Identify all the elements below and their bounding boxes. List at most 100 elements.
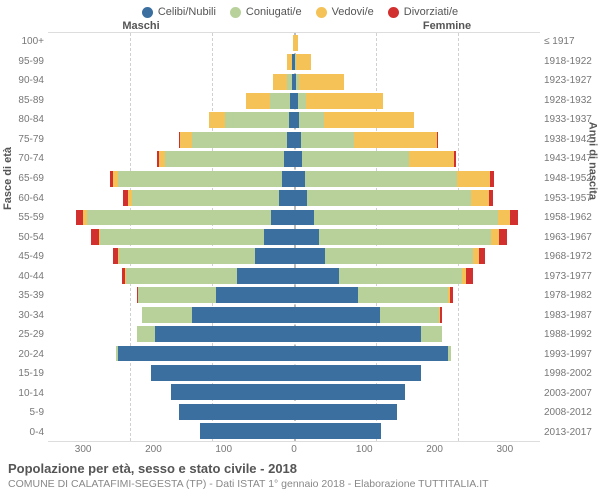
segment: [294, 210, 314, 226]
bar-male: [48, 326, 294, 342]
segment: [200, 423, 294, 439]
segment: [479, 248, 485, 264]
segment: [246, 93, 270, 109]
birth-label: 1963-1967: [540, 227, 600, 247]
birth-label: 1953-1957: [540, 188, 600, 208]
legend-label: Divorziati/e: [404, 6, 458, 18]
birth-label: 2003-2007: [540, 384, 600, 404]
segment: [490, 171, 494, 187]
pyramid-row: [48, 285, 540, 304]
legend-swatch: [316, 7, 327, 18]
segment: [151, 365, 295, 381]
birth-label: 1978-1982: [540, 286, 600, 306]
age-label: 70-74: [0, 149, 48, 169]
segment: [138, 287, 216, 303]
age-label: 15-19: [0, 364, 48, 384]
birth-label: 1923-1927: [540, 71, 600, 91]
bar-female: [294, 229, 540, 245]
age-label: 50-54: [0, 227, 48, 247]
segment: [307, 190, 471, 206]
segment: [294, 229, 319, 245]
legend-item: Divorziati/e: [388, 6, 458, 18]
bar-female: [294, 365, 540, 381]
age-label: 55-59: [0, 208, 48, 228]
segment: [510, 210, 517, 226]
pyramid-row: [48, 305, 540, 324]
pyramid-row: [48, 266, 540, 285]
segment: [132, 190, 280, 206]
legend-label: Coniugati/e: [246, 6, 302, 18]
segment: [137, 326, 155, 342]
age-label: 95-99: [0, 52, 48, 72]
bar-female: [294, 404, 540, 420]
legend-label: Vedovi/e: [332, 6, 374, 18]
segment: [118, 346, 294, 362]
birth-label: 1988-1992: [540, 325, 600, 345]
legend-item: Celibi/Nubili: [142, 6, 216, 18]
age-label: 80-84: [0, 110, 48, 130]
segment: [302, 151, 409, 167]
age-label: 25-29: [0, 325, 48, 345]
segment: [325, 248, 473, 264]
pyramid-row: [48, 402, 540, 421]
bar-female: [294, 74, 540, 90]
segment: [294, 384, 405, 400]
segment: [294, 190, 307, 206]
age-label: 20-24: [0, 345, 48, 365]
bar-male: [48, 248, 294, 264]
birth-label: 1948-1952: [540, 169, 600, 189]
legend-swatch: [142, 7, 153, 18]
segment: [339, 268, 462, 284]
bar-female: [294, 112, 540, 128]
birth-label: 2008-2012: [540, 403, 600, 423]
segment: [358, 287, 448, 303]
segment: [287, 132, 294, 148]
age-label: 100+: [0, 32, 48, 52]
segment: [471, 190, 489, 206]
bar-female: [294, 326, 540, 342]
segment: [324, 112, 414, 128]
bar-male: [48, 132, 294, 148]
segment: [180, 132, 192, 148]
pyramid-row: [48, 150, 540, 169]
birth-label: 1998-2002: [540, 364, 600, 384]
segment: [294, 365, 421, 381]
bar-male: [48, 365, 294, 381]
segment: [119, 248, 254, 264]
pyramid-row: [48, 91, 540, 110]
x-tick: 200: [118, 444, 188, 455]
header-male: Maschi: [48, 20, 294, 32]
bar-male: [48, 190, 294, 206]
bar-male: [48, 307, 294, 323]
pyramid-row: [48, 208, 540, 227]
segment: [454, 151, 456, 167]
bar-female: [294, 287, 540, 303]
bar-male: [48, 229, 294, 245]
x-tick: 200: [399, 444, 469, 455]
chart-title: Popolazione per età, sesso e stato civil…: [8, 461, 592, 476]
header-female: Femmine: [294, 20, 540, 32]
segment: [126, 268, 237, 284]
segment: [216, 287, 294, 303]
segment: [87, 210, 272, 226]
birth-label: 1918-1922: [540, 52, 600, 72]
segment: [305, 171, 457, 187]
segment: [255, 248, 294, 264]
bar-female: [294, 384, 540, 400]
bars-area: [48, 32, 540, 442]
segment: [118, 171, 282, 187]
bar-male: [48, 287, 294, 303]
birth-label: 1958-1962: [540, 208, 600, 228]
bar-male: [48, 151, 294, 167]
bar-female: [294, 423, 540, 439]
bar-female: [294, 268, 540, 284]
segment: [279, 190, 294, 206]
bar-male: [48, 112, 294, 128]
segment: [499, 229, 507, 245]
segment: [409, 151, 454, 167]
bar-male: [48, 423, 294, 439]
bar-male: [48, 35, 294, 51]
chart-subtitle: COMUNE DI CALATAFIMI-SEGESTA (TP) - Dati…: [8, 478, 592, 490]
legend: Celibi/Nubili Coniugati/e Vedovi/e Divorzia…: [0, 0, 600, 20]
age-label: 75-79: [0, 130, 48, 150]
